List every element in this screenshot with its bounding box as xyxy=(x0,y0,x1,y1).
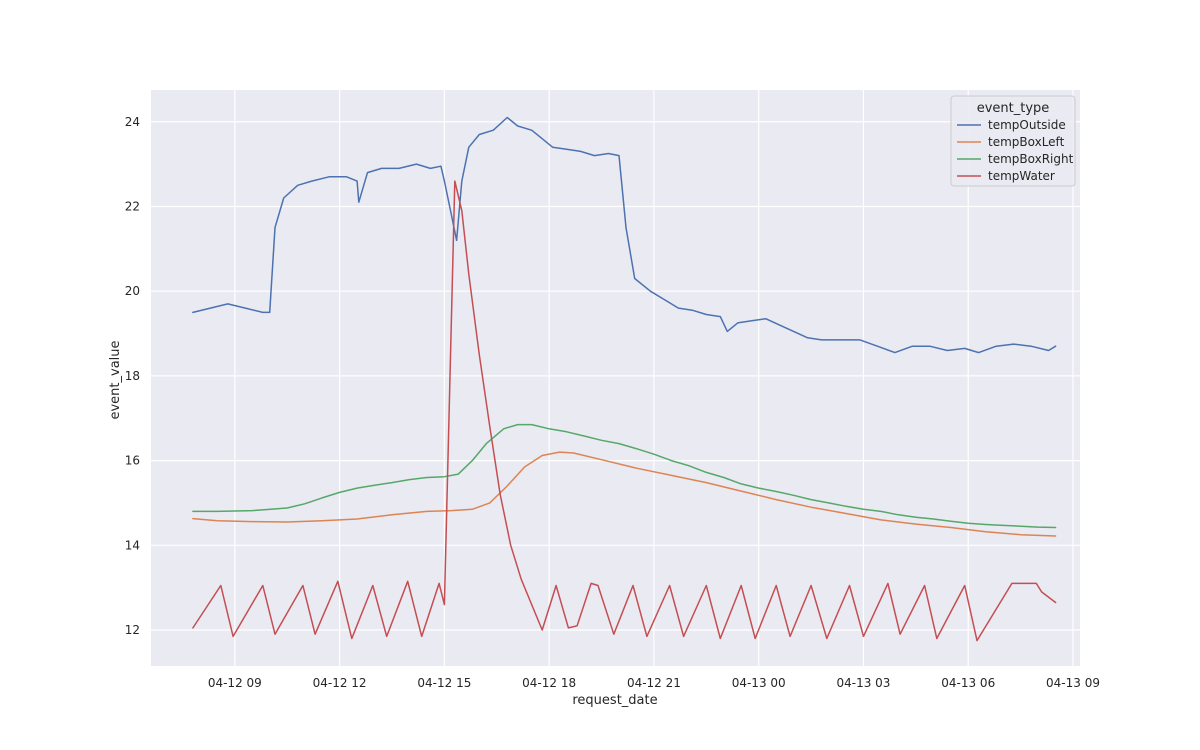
x-tick-label: 04-12 21 xyxy=(627,676,681,690)
legend-box xyxy=(950,95,1076,187)
series-line-tempWater xyxy=(192,180,1057,642)
x-tick-label: 04-13 00 xyxy=(732,676,786,690)
y-axis-title: event_value xyxy=(108,340,123,419)
plot-background xyxy=(151,90,1080,666)
series-line-tempBoxRight xyxy=(192,423,1057,529)
y-tick-label: 22 xyxy=(125,199,140,213)
legend-title: event_type xyxy=(977,101,1050,116)
legend: event_type tempOutside tempBoxLeft tempBox… xyxy=(950,95,1076,187)
y-tick-label: 20 xyxy=(125,284,140,298)
x-axis-title: request_date xyxy=(572,693,657,708)
y-tick-label: 16 xyxy=(125,454,140,468)
y-tick-label: 18 xyxy=(125,369,140,383)
y-tick-label: 24 xyxy=(125,115,140,129)
legend-items: tempOutside tempBoxLeft tempBoxRight tempWa… xyxy=(957,118,1074,183)
series-line-tempBoxLeft xyxy=(192,451,1057,537)
legend-label-tempBoxLeft: tempBoxLeft xyxy=(988,135,1065,149)
grid xyxy=(151,90,1080,666)
series-line-tempOutside xyxy=(192,116,1057,354)
x-tick-label: 04-13 09 xyxy=(1046,676,1100,690)
x-tick-label: 04-13 06 xyxy=(941,676,995,690)
series-lines xyxy=(192,116,1057,642)
tick-labels: 04-12 09 04-12 12 04-12 15 04-12 18 04-12 21… xyxy=(125,115,1100,690)
y-tick-label: 14 xyxy=(125,538,140,552)
x-tick-label: 04-12 18 xyxy=(522,676,576,690)
legend-label-tempOutside: tempOutside xyxy=(988,118,1066,132)
x-tick-label: 04-12 12 xyxy=(313,676,367,690)
x-tick-label: 04-13 03 xyxy=(836,676,890,690)
x-tick-label: 04-12 09 xyxy=(208,676,262,690)
legend-label-tempWater: tempWater xyxy=(988,169,1055,183)
y-tick-label: 12 xyxy=(125,623,140,637)
legend-label-tempBoxRight: tempBoxRight xyxy=(988,152,1074,166)
x-tick-label: 04-12 15 xyxy=(417,676,471,690)
